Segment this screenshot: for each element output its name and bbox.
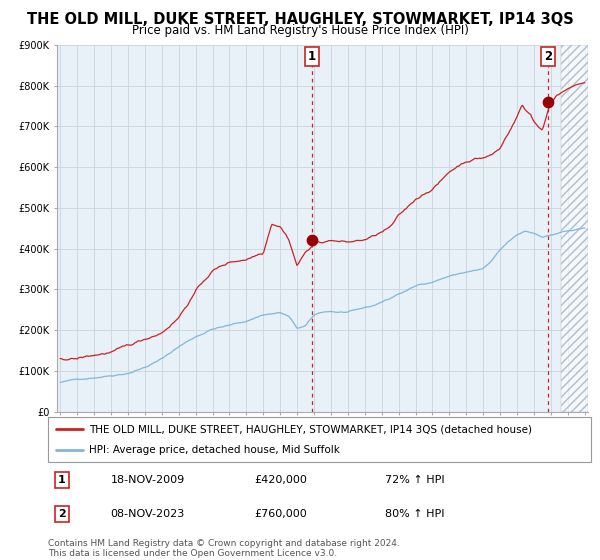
Text: HPI: Average price, detached house, Mid Suffolk: HPI: Average price, detached house, Mid … xyxy=(89,445,340,455)
Text: 72% ↑ HPI: 72% ↑ HPI xyxy=(385,475,444,484)
Text: £760,000: £760,000 xyxy=(254,510,307,519)
Text: THE OLD MILL, DUKE STREET, HAUGHLEY, STOWMARKET, IP14 3QS (detached house): THE OLD MILL, DUKE STREET, HAUGHLEY, STO… xyxy=(89,424,532,435)
Bar xyxy=(561,45,588,412)
Point xyxy=(544,97,553,106)
Text: Price paid vs. HM Land Registry's House Price Index (HPI): Price paid vs. HM Land Registry's House … xyxy=(131,24,469,36)
Text: Contains HM Land Registry data © Crown copyright and database right 2024.
This d: Contains HM Land Registry data © Crown c… xyxy=(48,539,400,558)
Bar xyxy=(561,45,588,412)
Text: 2: 2 xyxy=(544,50,553,63)
Text: 18-NOV-2009: 18-NOV-2009 xyxy=(110,475,185,484)
FancyBboxPatch shape xyxy=(48,417,591,462)
Text: 08-NOV-2023: 08-NOV-2023 xyxy=(110,510,185,519)
Text: £420,000: £420,000 xyxy=(254,475,307,484)
Text: 80% ↑ HPI: 80% ↑ HPI xyxy=(385,510,444,519)
Text: 1: 1 xyxy=(308,50,316,63)
Point xyxy=(307,236,317,245)
Text: 1: 1 xyxy=(58,475,65,484)
Text: 2: 2 xyxy=(58,510,65,519)
Text: THE OLD MILL, DUKE STREET, HAUGHLEY, STOWMARKET, IP14 3QS: THE OLD MILL, DUKE STREET, HAUGHLEY, STO… xyxy=(26,12,574,27)
